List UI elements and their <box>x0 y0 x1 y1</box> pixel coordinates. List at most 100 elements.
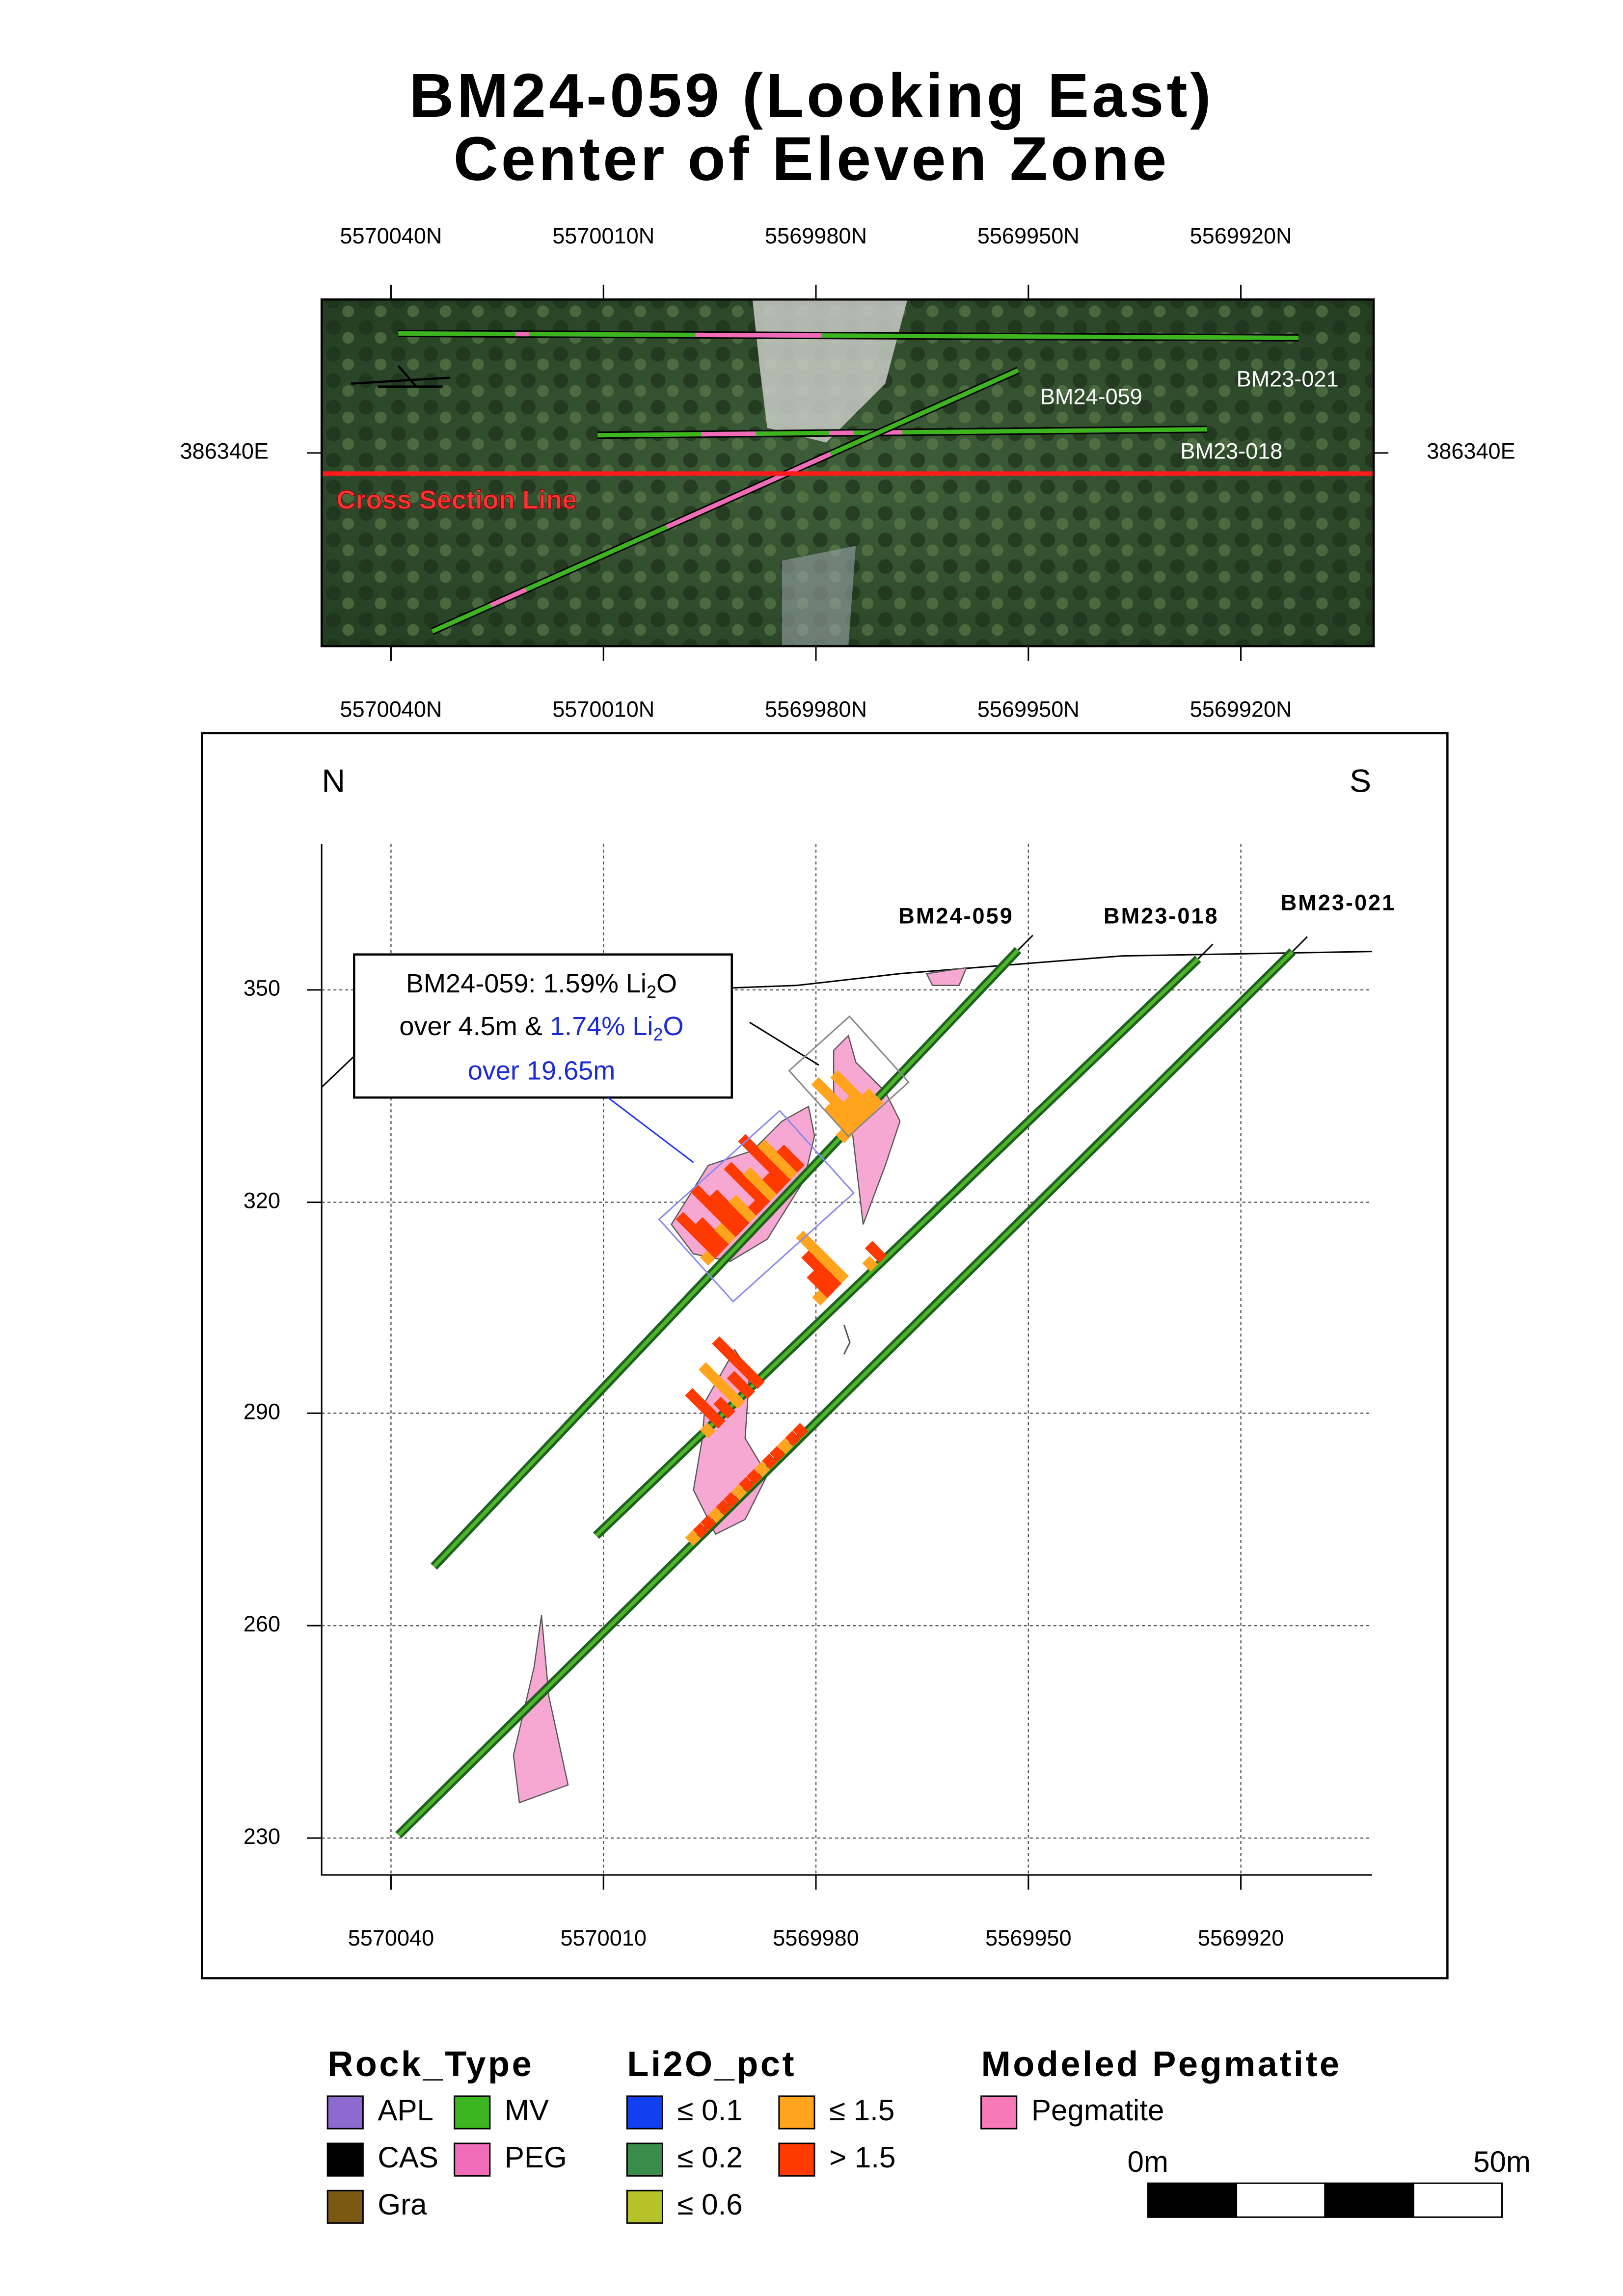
legend-label: Gra <box>378 2188 427 2221</box>
assay-bar <box>801 1250 842 1291</box>
hole-label: BM23-018 <box>1104 903 1219 928</box>
callout-text: over 19.65m <box>468 1056 616 1085</box>
legend-swatch <box>326 2095 364 2130</box>
legend-label: ≤ 0.6 <box>677 2188 743 2221</box>
legend-label: CAS <box>378 2141 438 2174</box>
callout-text: over 4.5m & 1.74% Li2O <box>399 1012 683 1044</box>
section-line-label: Cross Section Line <box>336 485 577 514</box>
northing-label: 5569920N <box>1190 223 1292 248</box>
legend-label: Pegmatite <box>1031 2094 1164 2127</box>
assay-bar <box>712 1336 765 1389</box>
northing-label: 5570040N <box>340 223 442 248</box>
assay-bar <box>812 1290 828 1306</box>
northing-label: 5570040N <box>340 697 442 722</box>
assay-bar <box>776 1144 805 1173</box>
legend-swatch <box>980 2095 1018 2130</box>
legend-label: ≤ 0.1 <box>677 2094 743 2127</box>
assay-bar <box>698 1362 745 1409</box>
x-tick-label: 5570010 <box>560 1925 647 1950</box>
assay-bar <box>748 1200 764 1216</box>
legend-label: PEG <box>505 2141 567 2174</box>
y-tick-label: 290 <box>243 1399 280 1424</box>
assay-bar <box>796 1230 849 1283</box>
northing-label: 5570010N <box>552 697 654 722</box>
assay-bar <box>700 1422 716 1439</box>
assay-bar <box>811 1077 865 1130</box>
legend-label: ≤ 1.5 <box>829 2094 894 2127</box>
drill-trace <box>398 331 1298 340</box>
callout-leader <box>749 1021 819 1066</box>
northing-label: 5569920N <box>1190 697 1292 722</box>
assay-bar <box>762 1172 784 1194</box>
assay-bar <box>754 1461 770 1477</box>
assay-bar <box>685 1388 726 1429</box>
legend-swatch <box>626 2142 663 2177</box>
assay-bar <box>836 1127 852 1144</box>
assay-bar <box>746 1468 762 1485</box>
assay-bar <box>792 1423 809 1439</box>
assay-bar <box>695 1217 730 1252</box>
assay-bar <box>714 1222 736 1245</box>
legend-label: > 1.5 <box>829 2141 895 2174</box>
pegmatite-body <box>513 1615 569 1804</box>
legend-label: APL <box>378 2094 433 2127</box>
legend-title: Li2O_pct <box>627 2045 796 2084</box>
legend-swatch <box>326 2189 364 2224</box>
assay-bar <box>777 1438 793 1454</box>
callout-text-part: O <box>656 969 677 998</box>
assay-bar <box>700 1250 716 1266</box>
assay-bar <box>729 1195 757 1223</box>
drill-trace <box>397 950 1294 1837</box>
callout-leader <box>607 1097 694 1163</box>
y-tick-label: 350 <box>243 976 280 1001</box>
hole-label: BM24-059 <box>898 903 1014 928</box>
northing-label: 5570010N <box>552 223 654 248</box>
scale-label: 50m <box>1473 2145 1531 2178</box>
assay-bar <box>676 1212 723 1259</box>
scale-bar-segment <box>1324 2182 1414 2218</box>
y-tick-label: 230 <box>243 1824 280 1849</box>
drill-collar <box>1292 936 1308 952</box>
assay-bar <box>690 1184 743 1237</box>
scale-bar-segment <box>1236 2182 1326 2218</box>
peg-interval <box>666 452 832 529</box>
northing-label: 5569980N <box>765 697 867 722</box>
pegmatite-body <box>925 967 968 987</box>
legend-swatch <box>454 2095 491 2130</box>
legend-swatch <box>626 2095 663 2130</box>
y-tick-label: 260 <box>243 1611 280 1636</box>
callout-text: BM24-059: 1.59% Li2O <box>406 969 677 1001</box>
callout-text-part: BM24-059: 1.59% Li <box>406 969 647 998</box>
assay-bar <box>739 1476 755 1493</box>
northing-label: 5569950N <box>977 697 1080 722</box>
assay-bar <box>685 1530 701 1546</box>
assay-bar <box>865 1241 887 1263</box>
callout-text-part: O <box>663 1012 684 1041</box>
drill-collar <box>1197 943 1214 960</box>
legend-label: ≤ 0.2 <box>677 2141 743 2174</box>
legend-swatch <box>454 2142 491 2177</box>
hole-label: BM23-018 <box>1180 439 1282 464</box>
assay-bar <box>709 1189 750 1230</box>
legend-swatch <box>626 2189 663 2224</box>
north-arrow <box>351 365 450 388</box>
assay-bar <box>716 1499 732 1516</box>
direction: S <box>1350 763 1371 800</box>
easting-label: 386340E <box>1427 439 1515 464</box>
assay-bar <box>713 1396 735 1419</box>
drill-trace <box>595 957 1200 1537</box>
legend-title: Modeled Pegmatite <box>981 2045 1342 2084</box>
easting-label: 386340E <box>180 439 269 464</box>
plan-map: Cross Section Line BM24-059 BM23-021 BM23-0… <box>322 299 1374 646</box>
assay-bar <box>861 1088 884 1110</box>
assay-bar <box>708 1507 724 1523</box>
section-frame <box>201 732 1449 1979</box>
scale-label: 0m <box>1128 2145 1168 2178</box>
legend-swatch <box>326 2142 364 2177</box>
fault <box>843 1324 851 1355</box>
drill-trace <box>432 949 1020 1568</box>
y-tick-label: 320 <box>243 1188 280 1213</box>
callout-text-part: 2 <box>653 1024 663 1044</box>
assay-bar <box>823 1102 858 1137</box>
